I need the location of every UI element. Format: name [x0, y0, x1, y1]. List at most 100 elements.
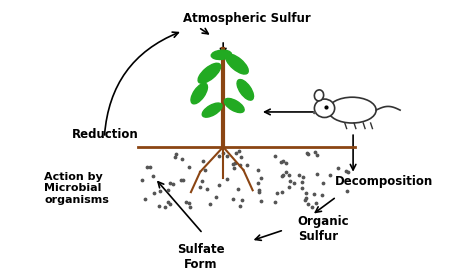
Point	[311, 150, 319, 155]
Point	[223, 177, 230, 181]
Point	[237, 204, 244, 209]
Point	[203, 186, 210, 191]
Point	[212, 195, 219, 199]
Ellipse shape	[211, 50, 231, 59]
Ellipse shape	[191, 83, 208, 104]
Point	[285, 184, 292, 189]
FancyArrowPatch shape	[315, 198, 334, 212]
Ellipse shape	[314, 90, 324, 101]
Point	[310, 192, 317, 196]
Point	[257, 176, 265, 181]
Point	[223, 153, 231, 158]
Point	[164, 187, 172, 192]
Point	[255, 180, 262, 185]
Point	[231, 161, 238, 166]
Ellipse shape	[314, 99, 335, 118]
FancyArrowPatch shape	[220, 43, 226, 54]
FancyArrowPatch shape	[350, 135, 356, 170]
Point	[298, 180, 305, 184]
Point	[185, 165, 192, 169]
Point	[149, 174, 156, 179]
Point	[302, 191, 310, 195]
Point	[177, 178, 184, 182]
Point	[282, 161, 289, 165]
Point	[201, 168, 209, 173]
Point	[299, 185, 306, 190]
Text: Decomposition: Decomposition	[335, 175, 433, 188]
Point	[303, 151, 311, 156]
Text: Action by
Microbial
organisms: Action by Microbial organisms	[45, 172, 109, 205]
Point	[141, 197, 149, 201]
Point	[313, 201, 320, 205]
Ellipse shape	[226, 54, 248, 74]
Point	[169, 181, 177, 186]
Point	[215, 182, 223, 187]
Point	[186, 204, 194, 209]
Point	[285, 173, 293, 177]
Ellipse shape	[224, 98, 244, 113]
Point	[155, 204, 163, 208]
Point	[304, 201, 311, 206]
Point	[178, 157, 185, 161]
Point	[314, 172, 321, 177]
Point	[279, 159, 286, 163]
Text: Reduction: Reduction	[72, 128, 139, 141]
Point	[271, 154, 279, 158]
Point	[237, 155, 244, 159]
Point	[171, 155, 178, 159]
Point	[304, 152, 311, 156]
Point	[234, 187, 242, 192]
Point	[143, 164, 151, 169]
Point	[301, 198, 309, 202]
Point	[156, 189, 164, 193]
Point	[342, 169, 350, 173]
Point	[299, 174, 307, 179]
Point	[272, 200, 279, 205]
Point	[334, 166, 341, 170]
Point	[295, 173, 302, 177]
Point	[232, 151, 240, 155]
Point	[198, 179, 205, 183]
Point	[243, 163, 251, 167]
Point	[308, 205, 315, 210]
Point	[287, 179, 294, 183]
Point	[257, 198, 264, 203]
Point	[161, 205, 168, 210]
Point	[238, 198, 246, 202]
Point	[229, 197, 237, 201]
Point	[215, 154, 223, 158]
Point	[290, 181, 298, 186]
Point	[172, 152, 180, 156]
Point	[236, 162, 243, 167]
Point	[164, 200, 171, 204]
Point	[278, 190, 285, 194]
FancyArrowPatch shape	[158, 182, 201, 232]
Point	[254, 167, 262, 172]
Point	[199, 158, 207, 163]
Point	[179, 178, 187, 183]
Point	[318, 193, 326, 198]
Point	[146, 165, 154, 169]
FancyArrowPatch shape	[255, 231, 282, 240]
Point	[138, 178, 146, 182]
Point	[319, 181, 327, 185]
Point	[302, 196, 310, 201]
Point	[166, 181, 174, 185]
Point	[219, 151, 227, 155]
FancyArrowPatch shape	[264, 109, 323, 115]
Point	[196, 185, 204, 189]
Text: Atmospheric Sulfur: Atmospheric Sulfur	[182, 12, 310, 25]
Point	[343, 189, 351, 193]
Point	[230, 166, 237, 170]
Ellipse shape	[237, 79, 254, 100]
Text: Sulfate
Form: Sulfate Form	[177, 243, 225, 271]
Point	[344, 170, 352, 174]
Point	[182, 200, 190, 205]
FancyArrowPatch shape	[104, 32, 178, 135]
Point	[150, 191, 158, 195]
Ellipse shape	[328, 97, 376, 123]
Point	[279, 172, 287, 177]
Point	[229, 162, 237, 166]
Ellipse shape	[198, 63, 220, 83]
Point	[327, 173, 334, 177]
